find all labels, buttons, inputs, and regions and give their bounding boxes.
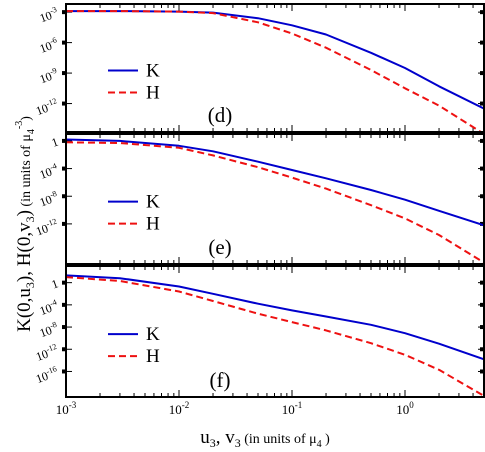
y-label-units-sup: -3 <box>14 121 25 129</box>
legend-label-K: K <box>146 61 160 82</box>
y-tick-marker-right <box>480 10 484 15</box>
y-tick-label: 10-6 <box>37 35 60 55</box>
x-tick-labels: 10-3 10-2 10-1 100 <box>56 400 415 417</box>
series-K-line <box>66 10 484 110</box>
y-label-units-close: ) <box>19 116 34 121</box>
x-axis-label: u3, v3 (in units of μ4 ) <box>200 427 330 450</box>
y-tick-marker-right <box>480 71 484 76</box>
x-tick-label: 10-3 <box>56 400 77 417</box>
y-label-mid: ), H(0,v <box>14 222 35 282</box>
y-tick-marker-left <box>62 40 66 45</box>
legend-label-H: H <box>146 214 160 235</box>
y-tick-label: 10-16 <box>34 364 60 386</box>
series-H-line <box>66 276 484 397</box>
y-tick-label: 10-3 <box>37 5 60 25</box>
y-tick-marker-right <box>480 280 484 285</box>
panel-label: (d) <box>208 103 233 127</box>
series-H-line <box>66 141 484 264</box>
y-tick-marker-left <box>62 194 66 199</box>
series-K-line <box>66 138 484 227</box>
y-tick-marker-left <box>62 280 66 285</box>
x-label-close: ) <box>322 432 331 447</box>
y-tick-marker-right <box>480 40 484 45</box>
legend-label-H: H <box>146 346 160 367</box>
y-tick-marker-right <box>480 325 484 330</box>
y-tick-label: 10-4 <box>37 161 60 181</box>
y-tick-label: 10-12 <box>34 342 60 364</box>
y-tick-marker-right <box>480 101 484 106</box>
y-label-close: ) <box>14 210 35 216</box>
legend-label-K: K <box>146 324 160 345</box>
x-label-u: u <box>200 427 210 448</box>
y-tick-marker-left <box>62 138 66 143</box>
y-label-units: (in units of μ <box>19 134 34 210</box>
panel-frame <box>65 265 485 398</box>
y-label-units-sub: 4 <box>26 129 37 134</box>
panels: 10-310-610-910-12KH(d)110-410-810-12KH(e… <box>34 3 485 398</box>
y-tick-label: 1 <box>50 276 60 291</box>
y-tick-label: 10-8 <box>37 189 60 209</box>
y-label-sub1: 3 <box>23 282 37 288</box>
x-label-mid: , v <box>216 427 236 448</box>
y-tick-marker-left <box>62 166 66 171</box>
series-H-line <box>66 10 483 132</box>
y-tick-marker-left <box>62 325 66 330</box>
x-tick-label: 100 <box>396 400 414 417</box>
x-label-sub2: 3 <box>235 436 241 450</box>
x-label-sub1: 3 <box>210 436 216 450</box>
y-tick-label: 10-12 <box>34 217 60 239</box>
legend-label-K: K <box>146 192 160 213</box>
panel-frame <box>65 133 485 265</box>
panel-2: 1 10-4 10-8 10-12 KH (e) <box>34 133 485 265</box>
x-tick-label: 10-2 <box>169 400 190 417</box>
panel-label: (f) <box>210 368 231 392</box>
y-tick-label: 10-9 <box>37 66 60 86</box>
legend-label-H: H <box>146 83 160 104</box>
y-tick-marker-left <box>62 10 66 15</box>
y-tick-label: 10-12 <box>34 96 60 118</box>
panel-1: 10-3 10-6 10-9 10-12 KH (d) <box>34 3 485 133</box>
y-tick-marker-left <box>62 71 66 76</box>
y-tick-marker-right <box>480 194 484 199</box>
y-label-sub2: 3 <box>23 216 37 222</box>
y-axis-label: K(0,u3), H(0,v3) (in units of μ4-3) <box>14 116 37 332</box>
y-tick-marker-left <box>62 101 66 106</box>
panel-label: (e) <box>208 235 231 259</box>
y-tick-marker-left <box>62 221 66 226</box>
y-tick-marker-right <box>480 302 484 307</box>
y-tick-marker-left <box>62 347 66 352</box>
y-tick-marker-left <box>62 369 66 374</box>
y-tick-marker-right <box>480 138 484 143</box>
y-label-main: K(0,u <box>14 288 35 332</box>
y-tick-marker-right <box>480 347 484 352</box>
x-label-units: (in units of μ <box>241 432 317 447</box>
y-tick-marker-right <box>480 369 484 374</box>
series-K-line <box>66 274 484 361</box>
panel-frame <box>65 3 485 133</box>
x-tick-label: 10-1 <box>282 400 303 417</box>
y-tick-label: 10-4 <box>37 298 60 318</box>
y-tick-marker-left <box>62 302 66 307</box>
x-label-units-sub: 4 <box>317 439 322 450</box>
y-tick-label: 1 <box>50 135 60 150</box>
y-tick-marker-right <box>480 166 484 171</box>
y-tick-label: 10-8 <box>37 320 60 340</box>
